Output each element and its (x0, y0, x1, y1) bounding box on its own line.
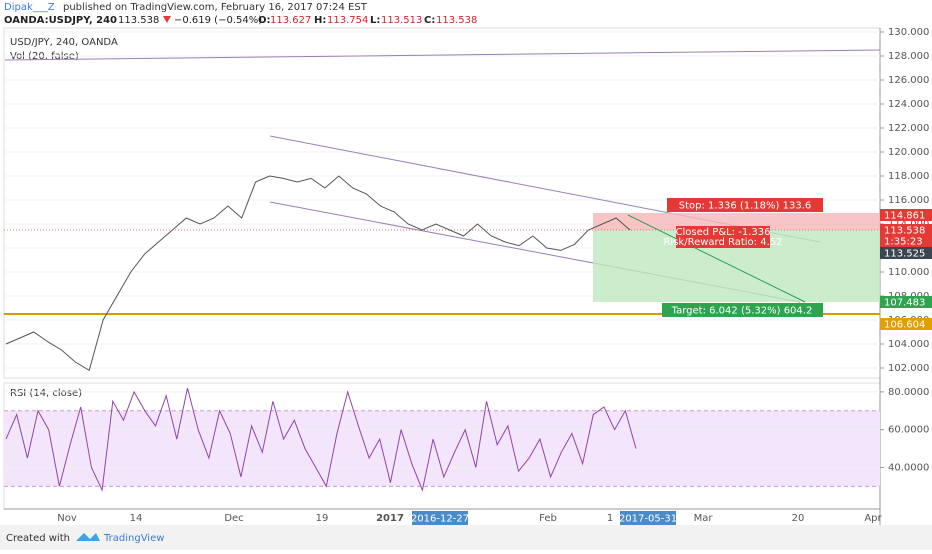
footer (0, 525, 932, 550)
price-badge-label: 107.483 (884, 298, 925, 309)
author[interactable]: Dipak___Z (4, 2, 55, 13)
y-tick-label: 104.000 (888, 339, 929, 350)
created-with: Created with (6, 533, 70, 544)
change: −0.619 (−0.54%) (174, 15, 262, 26)
price-badge (880, 209, 932, 221)
x-tick-label: 19 (316, 513, 329, 524)
x-tick-label: Feb (539, 513, 557, 524)
y-tick-label: 124.000 (888, 99, 929, 110)
low: 113.513 (381, 15, 422, 26)
open-label: O: (258, 15, 271, 26)
y-tick-label: 102.000 (888, 363, 929, 374)
logo (76, 533, 100, 541)
open: 113.627 (270, 15, 311, 26)
last: 113.538 (118, 15, 159, 26)
price-badge (880, 296, 932, 308)
x-tick-label: Nov (57, 513, 77, 524)
low-label: L: (370, 15, 380, 26)
price-badge (880, 247, 932, 259)
y-tick-label: 60.0000 (888, 425, 929, 436)
main-legend: USD/JPY, 240, OANDA (10, 37, 118, 48)
y-tick-label: 40.0000 (888, 462, 929, 473)
y-tick-label: 130.000 (888, 27, 929, 38)
rsi-band (4, 410, 880, 487)
price-badge-label: 106.604 (884, 320, 925, 331)
x-tick-label: 2017 (376, 513, 404, 524)
trade-path (627, 214, 806, 303)
y-tick-label: 118.000 (888, 171, 929, 182)
pnl-box (676, 226, 770, 248)
price-badge (880, 318, 932, 330)
y-tick-label: 128.000 (888, 51, 929, 62)
rsi-legend: RSI (14, close) (10, 388, 82, 399)
pnl-label: Closed P&L: -1.336 (676, 227, 771, 238)
brand[interactable]: TradingView (103, 533, 164, 544)
cursor-label: 2016-12-27 (411, 514, 469, 525)
y-tick-label: 126.000 (888, 75, 929, 86)
close-label: C: (424, 15, 435, 26)
price-badge (880, 235, 932, 247)
risk-zone (593, 213, 880, 230)
price-badge-label: 1:35:23 (884, 237, 923, 248)
y-tick-label: 80.0000 (888, 387, 929, 398)
stop-box (667, 198, 823, 212)
price-badge-label: 113.525 (884, 249, 925, 260)
high-label: H: (314, 15, 326, 26)
down-arrow (163, 16, 171, 23)
rr-label: Risk/Reward Ratio: 4.52 (663, 237, 782, 248)
price-badge-label: 114.861 (884, 211, 925, 222)
x-tick-label: Apr (864, 513, 882, 524)
x-tick-label: Dec (224, 513, 243, 524)
x-tick-label: 14 (130, 513, 143, 524)
stop-label: Stop: 1.336 (1.18%) 133.6 (679, 201, 811, 212)
target-label: Target: 6.042 (5.32%) 604.2 (671, 306, 813, 317)
high: 113.754 (327, 15, 368, 26)
y-tick-label: 116.000 (888, 195, 929, 206)
close: 113.538 (436, 15, 477, 26)
y-tick-label: 110.000 (888, 267, 929, 278)
x-tick-label: 20 (792, 513, 805, 524)
trend-line (4, 49, 881, 61)
x-tick-label: Mar (694, 513, 714, 524)
cursor-box (620, 511, 676, 525)
y-tick-label: 120.000 (888, 147, 929, 158)
cursor-box (412, 511, 468, 525)
y-tick-label: 122.000 (888, 123, 929, 134)
target-box (662, 303, 823, 317)
x-tick-label: 1 (607, 513, 613, 524)
symbol: OANDA:USDJPY, 240 (4, 15, 117, 26)
cursor-label: 2017-05-31 (619, 514, 677, 525)
price-badge-label: 113.538 (884, 226, 925, 237)
price-line (5, 175, 631, 372)
price-badge (880, 224, 932, 236)
rsi-line (5, 387, 637, 492)
published: published on TradingView.com, February 1… (63, 2, 368, 13)
